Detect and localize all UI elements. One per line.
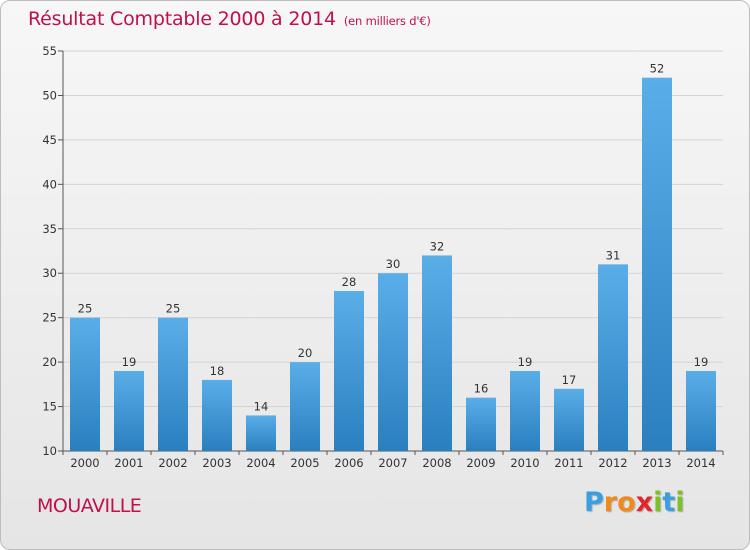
bar	[598, 264, 628, 451]
bar	[114, 371, 144, 451]
value-label: 20	[298, 346, 313, 360]
y-tick-label: 55	[42, 44, 57, 58]
bar	[378, 273, 408, 451]
x-tick-label: 2005	[290, 456, 319, 470]
brand-letter: x	[635, 487, 654, 518]
x-tick-label: 2004	[246, 456, 275, 470]
bar	[70, 317, 100, 451]
value-labels: 25 19 25 18 14 20 28 30 32 16 19 17 31 52 19	[78, 62, 709, 414]
value-label: 32	[430, 239, 445, 253]
commune-name: MOUAVILLE	[37, 495, 142, 517]
value-label: 19	[122, 355, 137, 369]
x-tick-label: 2007	[378, 456, 407, 470]
x-tick-labels: 2000 2001 2002 2003 2004 2005 2006 2007 2008 2009…	[70, 456, 715, 470]
x-tick-label: 2014	[686, 456, 715, 470]
bar	[554, 388, 584, 451]
x-tick-label: 2013	[642, 456, 671, 470]
y-tick-label: 45	[42, 133, 57, 147]
bar	[686, 371, 716, 451]
value-label: 25	[78, 302, 93, 316]
value-label: 30	[386, 257, 401, 271]
brand-letter: i	[653, 487, 663, 518]
y-tick-label: 20	[42, 355, 57, 369]
y-tick-label: 35	[42, 222, 57, 236]
x-tick-label: 2003	[202, 456, 231, 470]
value-label: 19	[694, 355, 709, 369]
bar	[642, 77, 672, 452]
bars	[70, 77, 716, 452]
chart-title: Résultat Comptable 2000 à 2014 (en millie…	[28, 8, 431, 30]
proxiti-logo: Proxiti	[584, 487, 685, 518]
chart-title-text: Résultat Comptable 2000 à 2014	[28, 8, 336, 30]
y-tick-label: 40	[42, 177, 57, 191]
x-tick-label: 2010	[510, 456, 539, 470]
brand-letter: o	[617, 487, 636, 518]
value-label: 14	[254, 399, 269, 413]
value-label: 17	[562, 373, 577, 387]
x-tick-label: 2008	[422, 456, 451, 470]
value-label: 25	[166, 302, 181, 316]
x-tick-label: 2009	[466, 456, 495, 470]
brand-letter: t	[662, 487, 676, 518]
y-tick-label: 30	[42, 266, 57, 280]
chart-unit: (en milliers d'€)	[343, 14, 431, 28]
y-tick-label: 25	[42, 311, 57, 325]
x-tick-label: 2001	[114, 456, 143, 470]
bar	[246, 415, 276, 451]
x-tick-label: 2000	[70, 456, 99, 470]
y-tick-labels: 10 15 20 25 30 35 40 45 50 55	[42, 44, 57, 458]
x-tick-label: 2012	[598, 456, 627, 470]
bar	[510, 371, 540, 451]
y-tick-label: 10	[42, 444, 57, 458]
bar	[334, 291, 364, 451]
value-label: 52	[650, 62, 665, 76]
bar	[158, 317, 188, 451]
brand-letter: P	[584, 487, 604, 518]
value-label: 16	[474, 382, 489, 396]
bar	[202, 379, 232, 451]
x-tick-label: 2006	[334, 456, 363, 470]
value-label: 28	[342, 275, 357, 289]
brand-letter: r	[603, 487, 618, 518]
y-tick-label: 15	[42, 400, 57, 414]
bar	[422, 255, 452, 451]
value-label: 19	[518, 355, 533, 369]
bar	[290, 362, 320, 451]
y-tick-label: 50	[42, 88, 57, 102]
bar	[466, 397, 496, 451]
value-label: 18	[210, 364, 225, 378]
value-label: 31	[606, 248, 621, 262]
x-tick-label: 2011	[554, 456, 583, 470]
x-tick-label: 2002	[158, 456, 187, 470]
brand-letter: i	[675, 487, 685, 518]
